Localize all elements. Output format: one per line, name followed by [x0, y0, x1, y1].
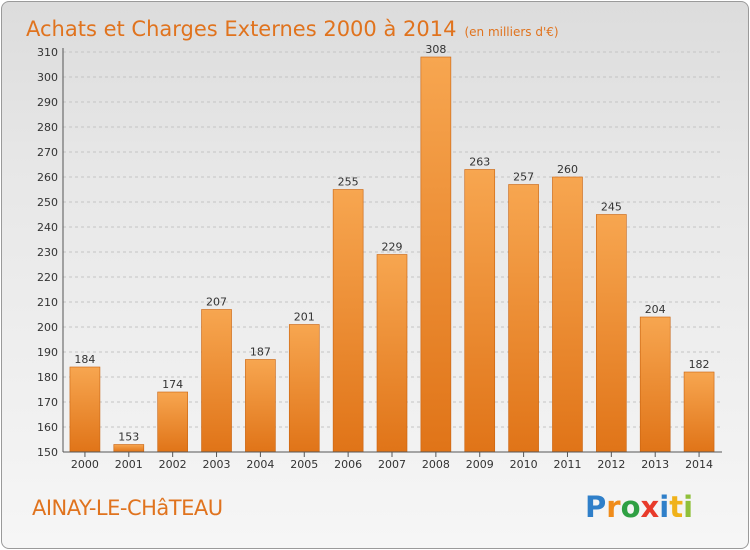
y-tick-label: 240	[37, 221, 58, 234]
y-tick-label: 210	[37, 296, 58, 309]
y-tick-label: 260	[37, 171, 58, 184]
x-tick-label-2005: 2005	[290, 458, 318, 471]
logo-letter: i	[659, 490, 670, 524]
logo-letter: x	[640, 490, 660, 524]
x-tick-label-2004: 2004	[246, 458, 274, 471]
data-label-2004: 187	[250, 346, 271, 359]
data-label-2001: 153	[118, 431, 139, 444]
y-tick-label: 250	[37, 196, 58, 209]
data-label-2005: 201	[294, 311, 315, 324]
x-tick-label-2013: 2013	[641, 458, 669, 471]
bar-2013	[639, 316, 671, 453]
data-labels: 184 153 174 207 187 201 255 229 308 263 257 260 245 2…	[74, 43, 709, 444]
proxiti-logo: Proxiti	[585, 490, 693, 524]
bar-2011	[552, 176, 583, 453]
data-label-2002: 174	[162, 378, 183, 391]
data-label-2006: 255	[338, 176, 359, 189]
y-tick-label: 220	[37, 271, 58, 284]
data-label-2009: 263	[469, 156, 490, 169]
bar-2009	[464, 169, 496, 453]
bar-2001	[113, 444, 145, 453]
y-tick-label: 190	[37, 346, 58, 359]
x-tick-label-2000: 2000	[71, 458, 99, 471]
title-text: Achats et Charges Externes 2000 à 2014	[26, 17, 457, 41]
data-label-2007: 229	[382, 241, 403, 254]
y-tick-label: 290	[37, 96, 58, 109]
y-tick-label: 200	[37, 321, 58, 334]
x-tick-label-2008: 2008	[422, 458, 450, 471]
x-tick-label-2003: 2003	[203, 458, 231, 471]
x-tick-label-2012: 2012	[597, 458, 625, 471]
x-tick-label-2011: 2011	[553, 458, 581, 471]
data-label-2011: 260	[557, 163, 578, 176]
logo-letter: P	[585, 490, 607, 524]
x-tick-label-2009: 2009	[466, 458, 494, 471]
logo-letter: o	[620, 490, 641, 524]
y-tick-label: 150	[37, 446, 58, 459]
bar-2004	[245, 359, 276, 453]
tick-labels: 150 160 170 180 190 200 210 220 230 240 250 260 270 2…	[37, 46, 713, 471]
bar-2008	[420, 56, 452, 453]
data-label-2003: 207	[206, 296, 227, 309]
logo-letter: i	[683, 490, 694, 524]
bar-2002	[157, 391, 188, 453]
data-label-2013: 204	[645, 303, 666, 316]
y-tick-label: 280	[37, 121, 58, 134]
chart-title: Achats et Charges Externes 2000 à 2014 (e…	[26, 6, 559, 44]
data-label-2008: 308	[425, 43, 446, 56]
bar-2010	[508, 184, 539, 453]
title-unit: (en milliers d'€)	[464, 25, 559, 39]
bar-2005	[288, 324, 320, 453]
bar-2003	[201, 309, 232, 453]
x-tick-label-2010: 2010	[510, 458, 538, 471]
x-tick-label-2001: 2001	[115, 458, 143, 471]
x-tick-label-2002: 2002	[159, 458, 187, 471]
bar-2007	[376, 254, 408, 453]
data-label-2014: 182	[689, 358, 710, 371]
x-tick-label-2014: 2014	[685, 458, 713, 471]
data-label-2012: 245	[601, 201, 622, 214]
commune-name: AINAY-LE-CHâTEAU	[32, 496, 223, 520]
y-tick-label: 160	[37, 421, 58, 434]
y-tick-label: 270	[37, 146, 58, 159]
bar-2012	[596, 214, 627, 453]
logo-letter: t	[669, 490, 684, 524]
y-tick-label: 300	[37, 71, 58, 84]
bar-2014	[683, 371, 715, 453]
y-tick-label: 170	[37, 396, 58, 409]
bar-2006	[332, 189, 364, 453]
bars	[69, 56, 715, 453]
x-tick-label-2006: 2006	[334, 458, 362, 471]
y-tick-label: 310	[37, 46, 58, 59]
logo-letter: r	[606, 490, 621, 524]
y-tick-label: 230	[37, 246, 58, 259]
x-tick-label-2007: 2007	[378, 458, 406, 471]
data-label-2000: 184	[74, 353, 95, 366]
data-label-2010: 257	[513, 171, 534, 184]
y-tick-label: 180	[37, 371, 58, 384]
bar-2000	[69, 366, 101, 453]
